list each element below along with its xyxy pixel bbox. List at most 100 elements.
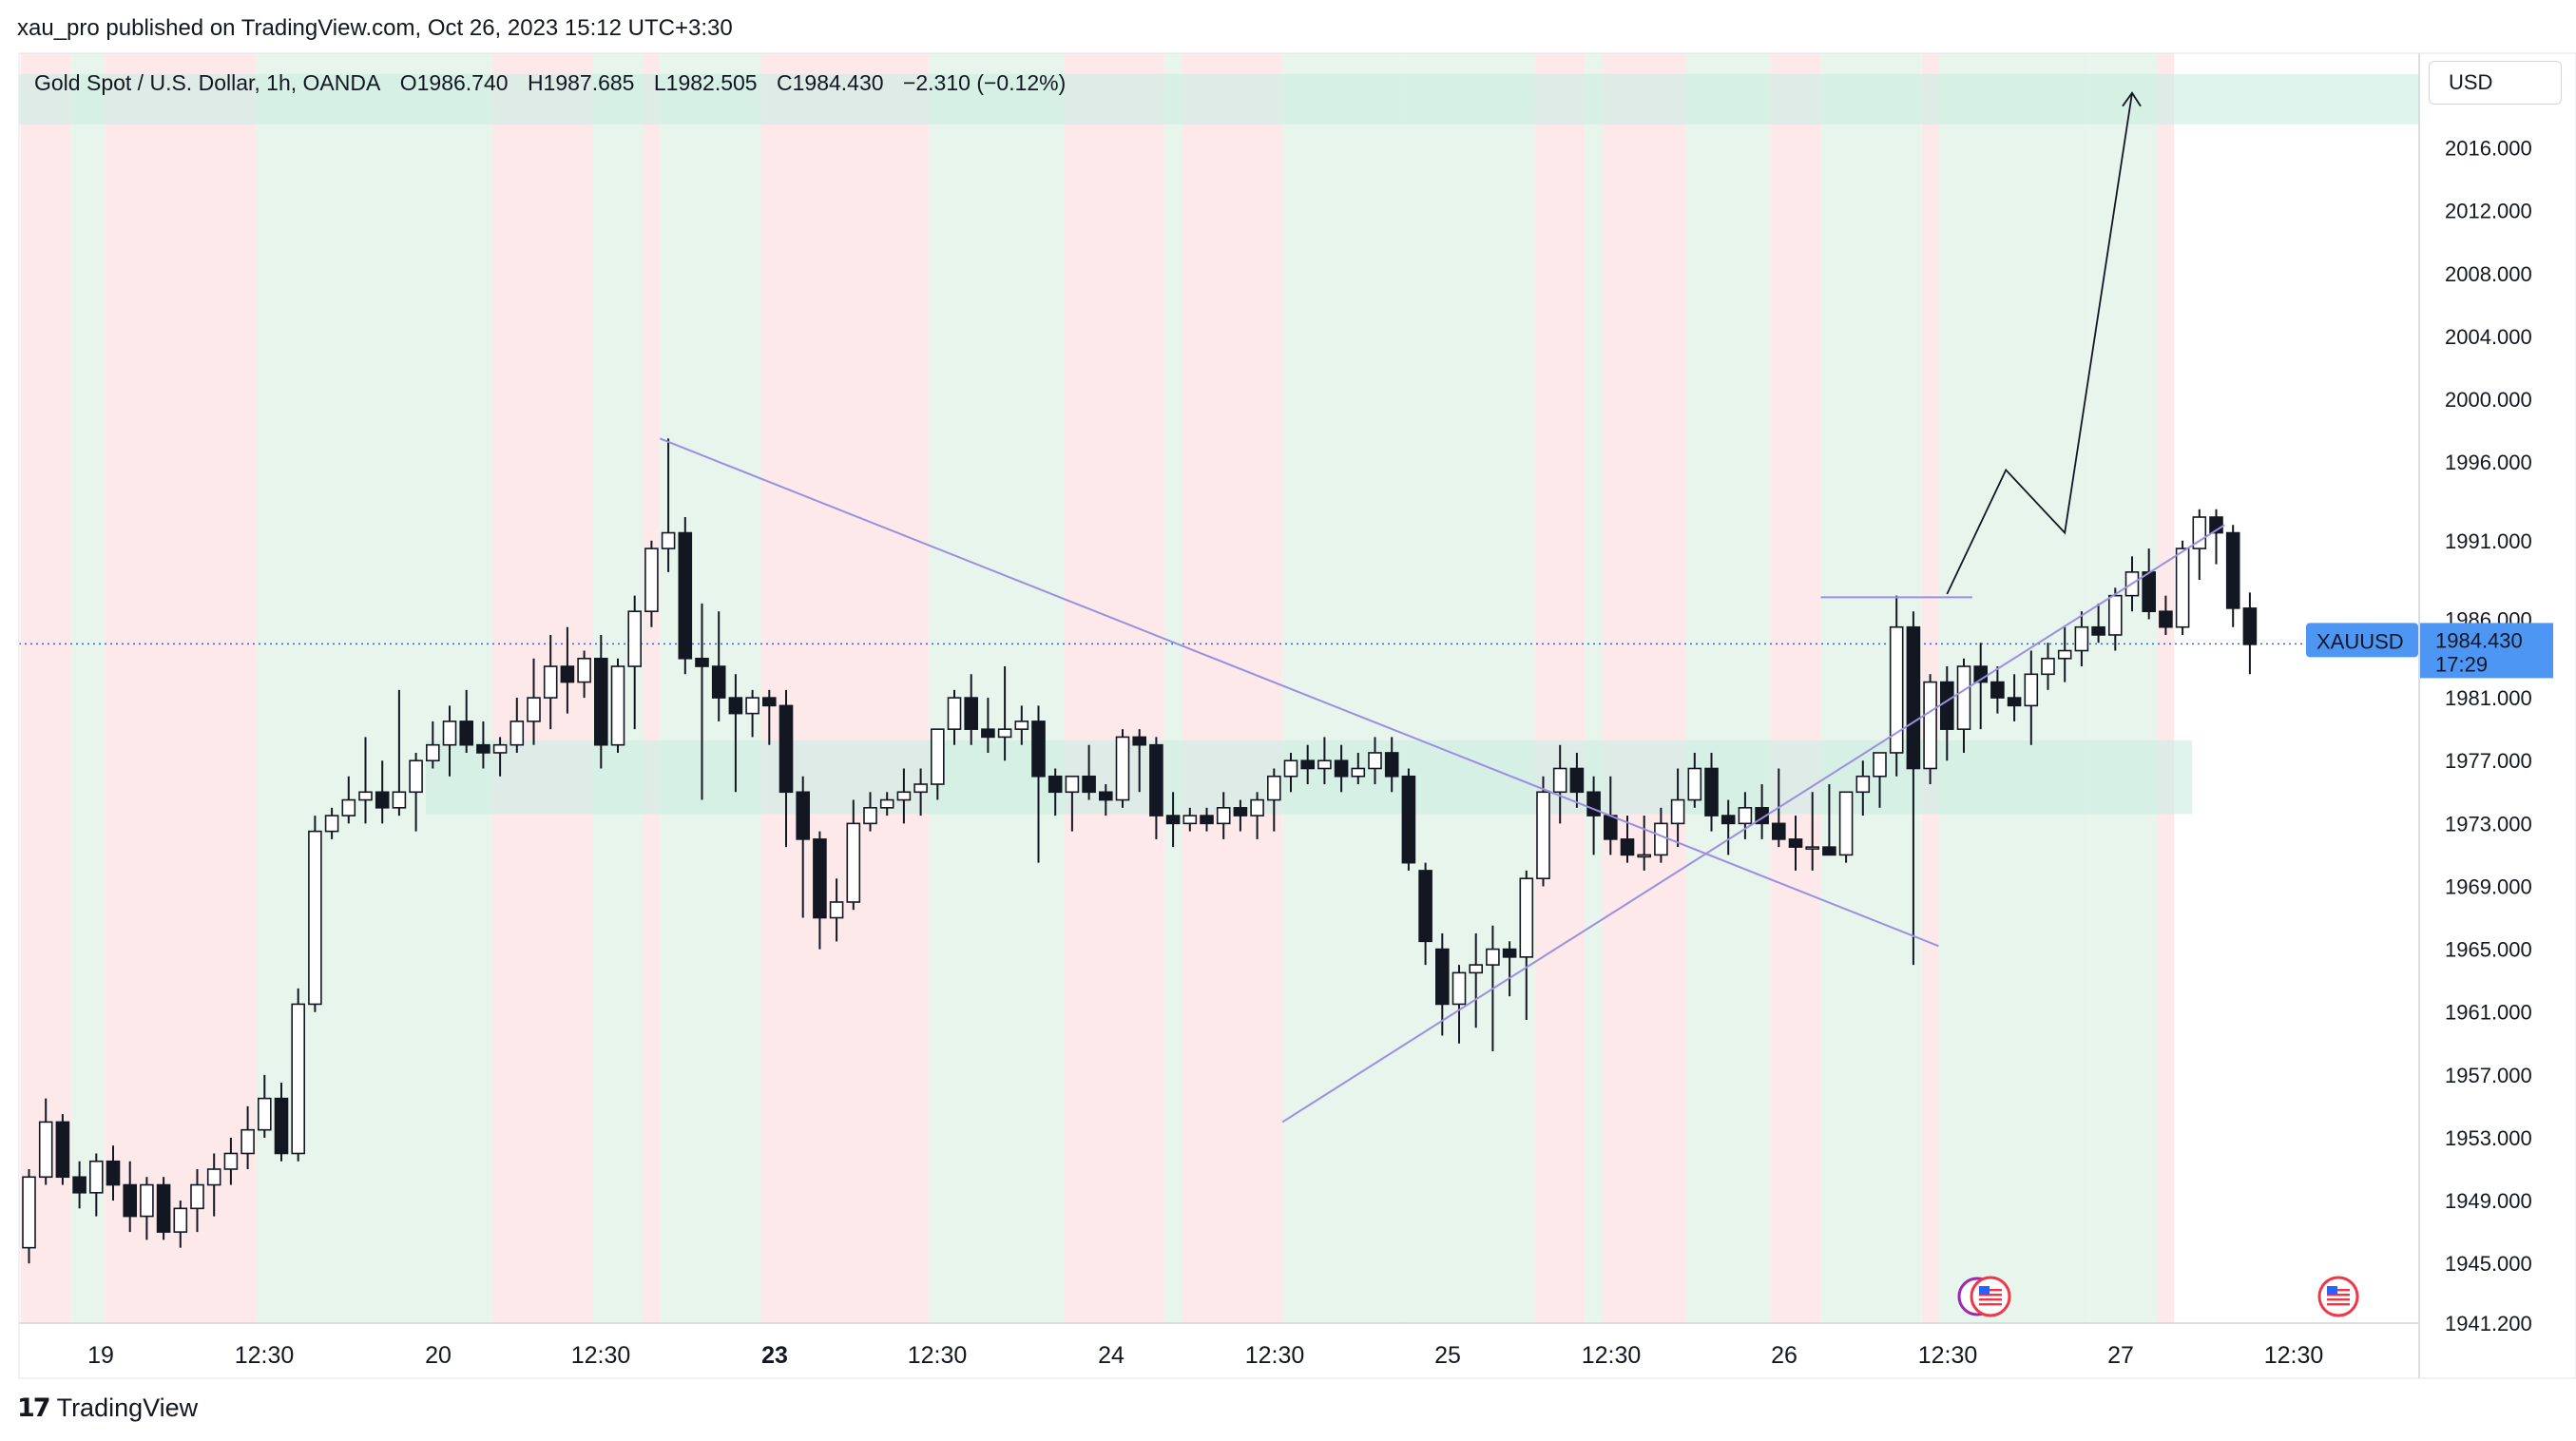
candle[interactable] [274,1083,289,1162]
candle[interactable] [829,878,844,942]
candle[interactable] [2242,592,2258,675]
candle[interactable] [1165,792,1181,848]
candle[interactable] [476,720,490,769]
candle[interactable] [375,760,390,824]
candle[interactable] [2225,525,2240,627]
candle[interactable] [796,776,811,918]
candle[interactable] [2108,587,2123,651]
currency-button[interactable]: USD [2429,61,2562,105]
candle[interactable] [1469,933,1483,1028]
candle[interactable] [257,1074,272,1138]
candle[interactable] [2041,643,2055,690]
candle[interactable] [1334,744,1349,793]
candle[interactable] [173,1201,188,1248]
candle[interactable] [1200,807,1214,832]
candle[interactable] [1704,752,1719,832]
candle[interactable] [1889,595,1904,777]
candle[interactable] [610,658,625,753]
candle[interactable] [442,705,457,777]
candle[interactable] [1300,744,1315,785]
candle[interactable] [72,1161,87,1209]
candle[interactable] [1536,776,1550,887]
candle[interactable] [106,1145,121,1201]
candle[interactable] [2057,626,2072,682]
candle[interactable] [1873,752,1887,808]
candle[interactable] [1822,784,1836,856]
candle[interactable] [1721,799,1736,855]
projection-path[interactable] [1946,91,2142,595]
candle[interactable] [1216,792,1231,839]
candle[interactable] [2074,611,2089,667]
candle[interactable] [1384,737,1399,793]
candle[interactable] [1805,792,1819,871]
candle[interactable] [308,816,322,1012]
candle[interactable] [1502,941,1517,997]
candle[interactable] [409,752,423,832]
candle[interactable] [1082,744,1096,800]
projection-line[interactable] [1946,92,2133,595]
candle[interactable] [2192,509,2207,581]
candle[interactable] [240,1105,255,1170]
candle[interactable] [1855,760,1871,817]
candle[interactable] [863,792,877,832]
candle[interactable] [1620,816,1635,863]
candle[interactable] [223,1137,239,1185]
candle[interactable] [761,689,777,745]
candle[interactable] [324,807,339,839]
candle[interactable] [964,674,979,745]
candle[interactable] [981,698,995,753]
candle[interactable] [2159,595,2173,635]
candle[interactable] [1115,729,1130,808]
candle[interactable] [1368,737,1382,785]
candle[interactable] [997,666,1012,761]
candle[interactable] [695,603,709,800]
candle[interactable] [123,1161,137,1233]
candle[interactable] [813,831,827,950]
candle[interactable] [913,768,928,817]
candle[interactable] [779,689,794,848]
candle[interactable] [1014,705,1029,745]
candle[interactable] [190,1169,204,1233]
candle[interactable] [1351,752,1366,785]
candle[interactable] [341,776,356,824]
us-flag-event-icon[interactable] [2317,1276,2359,1317]
trendline[interactable] [659,437,1939,948]
candle[interactable] [291,988,306,1162]
time-axis[interactable]: 19 12:30 20 12:30 23 12:30 24 12:30 25 12:30 26 12:… [87,1342,2323,1369]
candle[interactable] [1788,816,1803,871]
candle[interactable] [728,674,743,793]
candle[interactable] [1031,705,1046,863]
candle[interactable] [492,737,508,777]
candle[interactable] [879,792,894,817]
candle[interactable] [1923,674,1937,785]
candle[interactable] [156,1177,171,1240]
candle[interactable] [1687,752,1702,808]
candle[interactable] [1990,666,2005,714]
candles[interactable] [22,438,2258,1264]
candle[interactable] [1132,729,1146,793]
candle[interactable] [1149,737,1163,839]
candle[interactable] [930,728,945,800]
candle[interactable] [560,626,575,714]
candle[interactable] [1637,816,1651,871]
candle[interactable] [1401,768,1416,871]
candle[interactable] [425,720,440,769]
candle[interactable] [593,634,608,769]
candle[interactable] [1317,737,1332,785]
candle[interactable] [1233,799,1248,832]
candle[interactable] [1065,775,1080,832]
candle[interactable] [661,438,676,572]
candle[interactable] [1670,768,1685,848]
candle[interactable] [1418,862,1432,966]
candle[interactable] [2091,603,2105,644]
candle[interactable] [1956,658,1971,753]
candle[interactable] [1838,791,1854,863]
candle[interactable] [577,650,591,699]
candle[interactable] [678,517,693,675]
candle[interactable] [22,1169,36,1264]
candle[interactable] [543,634,558,730]
candle[interactable] [55,1114,70,1185]
event-flags[interactable] [1957,1276,2359,1317]
candle[interactable] [1451,965,1467,1044]
